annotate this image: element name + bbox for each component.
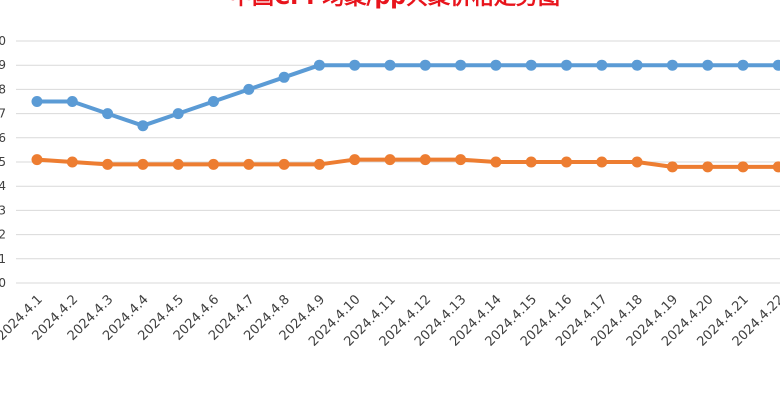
- data-point: [561, 59, 572, 71]
- data-point: [313, 59, 325, 71]
- data-point: [102, 108, 114, 120]
- y-tick-label: 5: [0, 155, 6, 169]
- data-point: [243, 158, 255, 170]
- y-tick-label: 1: [0, 252, 6, 266]
- data-point: [631, 156, 643, 168]
- data-point: [702, 161, 714, 173]
- data-point: [137, 158, 149, 170]
- data-point: [666, 59, 678, 71]
- data-point: [525, 59, 537, 71]
- y-tick-label: 9: [0, 58, 6, 72]
- data-point: [137, 120, 149, 132]
- data-point: [737, 59, 749, 71]
- data-point: [66, 156, 78, 168]
- data-point: [208, 158, 219, 170]
- data-point: [490, 59, 502, 71]
- y-tick-label: 6: [0, 131, 6, 145]
- data-point: [313, 158, 325, 170]
- data-point: [66, 96, 78, 107]
- data-point: [31, 154, 43, 166]
- data-point: [772, 161, 780, 173]
- data-point: [102, 158, 114, 170]
- y-tick-label: 10: [0, 34, 6, 48]
- y-axis-ticks: 0 1 2 3 4 5 6 7 8 9 10: [0, 34, 6, 290]
- series-1: [31, 59, 780, 132]
- grid-lines: [16, 40, 780, 284]
- data-point: [525, 156, 537, 168]
- y-tick-label: 8: [0, 82, 6, 96]
- data-point: [702, 59, 714, 71]
- y-tick-label: 7: [0, 107, 6, 121]
- data-point: [208, 96, 219, 107]
- data-point: [31, 96, 43, 107]
- data-point: [737, 161, 749, 173]
- y-tick-label: 2: [0, 228, 6, 242]
- data-point: [384, 59, 396, 71]
- data-point: [278, 158, 290, 170]
- data-point: [349, 154, 361, 166]
- y-tick-label: 0: [0, 276, 6, 290]
- series-2: [31, 154, 780, 173]
- series-line: [35, 157, 780, 169]
- data-point: [243, 83, 255, 95]
- data-point: [490, 156, 502, 168]
- data-point: [666, 161, 678, 173]
- data-point: [384, 154, 396, 166]
- series-group: [31, 59, 780, 173]
- data-point: [596, 156, 608, 168]
- data-point: [596, 59, 608, 71]
- data-point: [419, 154, 431, 166]
- y-tick-label: 3: [0, 203, 6, 217]
- data-point: [455, 154, 467, 166]
- series-line: [35, 63, 780, 128]
- data-point: [455, 59, 467, 71]
- data-point: [278, 71, 290, 83]
- data-point: [172, 158, 184, 170]
- x-axis-ticks: 2024.4.12024.4.22024.4.32024.4.42024.4.5…: [0, 292, 780, 349]
- data-point: [772, 59, 780, 71]
- data-point: [349, 59, 361, 71]
- data-point: [561, 156, 572, 168]
- data-point: [172, 108, 184, 120]
- chart-title: 中国CPP均聚/pp共聚价格走势图: [230, 0, 560, 10]
- y-tick-label: 4: [0, 179, 6, 193]
- data-point: [631, 59, 643, 71]
- data-point: [419, 59, 431, 71]
